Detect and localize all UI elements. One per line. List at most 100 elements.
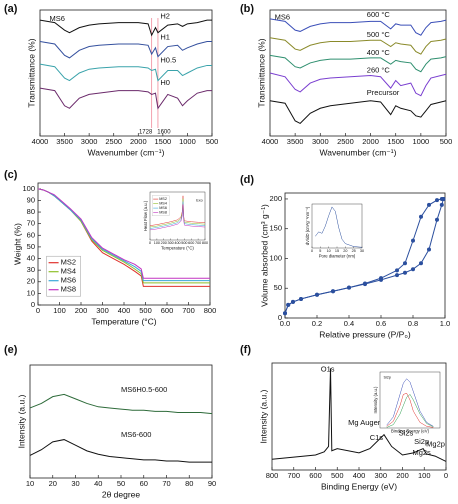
x-tick-label: 0.6 bbox=[376, 319, 386, 328]
x-tick-label: 200 bbox=[75, 306, 88, 315]
x-axis-title: Temperature (°C) bbox=[161, 246, 194, 251]
x-tick-label: 500 bbox=[440, 137, 453, 146]
x-tick-label: 2000 bbox=[362, 137, 379, 146]
x-tick-label: 30 bbox=[360, 249, 364, 253]
x-axis-title: Pore diameter (nm) bbox=[319, 254, 356, 259]
x-axis-title: Wavenumber (cm⁻¹) bbox=[320, 147, 397, 157]
x-tick-label: 300 bbox=[167, 241, 173, 245]
annotation: MS6 bbox=[49, 14, 64, 23]
series-line bbox=[386, 394, 434, 428]
x-tick-label: 100 bbox=[53, 306, 66, 315]
y-axis-title: Heat Flow (a.u.) bbox=[143, 200, 148, 231]
x-tick-label: 80 bbox=[185, 479, 193, 488]
data-point bbox=[403, 270, 407, 275]
y-axis-title: Transmittance (%) bbox=[256, 38, 266, 107]
series-label: H0 bbox=[160, 78, 170, 87]
series-line bbox=[37, 188, 210, 279]
data-point bbox=[419, 214, 423, 219]
data-point bbox=[439, 202, 444, 207]
data-point bbox=[419, 261, 423, 266]
series-label: H1 bbox=[160, 33, 170, 42]
x-tick-label: 1500 bbox=[387, 137, 404, 146]
legend-label: MS2 bbox=[61, 258, 76, 267]
x-tick-label: 800 bbox=[202, 241, 208, 245]
y-tick-label: 100 bbox=[269, 253, 282, 262]
y-axis-title: Intensity (a.u.) bbox=[373, 386, 378, 414]
x-tick-label: 30 bbox=[71, 479, 79, 488]
panel-label: (b) bbox=[240, 3, 254, 15]
y-tick-label: 20 bbox=[27, 277, 35, 286]
x-axis-title: Binding Energy (eV) bbox=[321, 481, 397, 491]
series-label: 600 °C bbox=[367, 10, 391, 19]
annotation: Mg2s bbox=[412, 448, 431, 457]
y-tick-label: 100 bbox=[22, 184, 35, 193]
annotation: Mg Auger bbox=[348, 418, 381, 427]
x-tick-label: 200 bbox=[396, 471, 409, 480]
x-tick-label: 0.0 bbox=[280, 319, 290, 328]
x-tick-label: 1000 bbox=[413, 137, 430, 146]
x-tick-label: 800 bbox=[204, 306, 217, 315]
y-tick-label: 200 bbox=[269, 194, 282, 203]
series-label: MS6-600 bbox=[121, 430, 151, 439]
series-line bbox=[39, 41, 212, 59]
x-tick-label: 800 bbox=[266, 471, 279, 480]
x-tick-label: 4000 bbox=[32, 137, 49, 146]
x-tick-label: 1500 bbox=[155, 137, 172, 146]
series-line bbox=[271, 368, 447, 462]
series-line bbox=[29, 393, 213, 415]
annotation: Si2s bbox=[399, 429, 414, 438]
data-point bbox=[411, 238, 415, 243]
x-tick-label: 0 bbox=[311, 249, 313, 253]
plot-frame bbox=[284, 192, 446, 319]
x-tick-label: 40 bbox=[94, 479, 102, 488]
series-label: 400 °C bbox=[367, 48, 391, 57]
x-tick-label: 25 bbox=[352, 249, 356, 253]
highlight-label: 1600 bbox=[157, 130, 171, 136]
y-axis-title: Volume absorbed (cm³ g⁻¹) bbox=[259, 204, 269, 307]
annotation: Si2p bbox=[383, 376, 391, 380]
x-tick-label: 4000 bbox=[262, 137, 279, 146]
series-label: H0.5 bbox=[160, 55, 176, 64]
plot-frame bbox=[311, 203, 363, 249]
plot-frame bbox=[29, 364, 213, 479]
data-point bbox=[427, 247, 431, 252]
series-label: Precursor bbox=[367, 88, 400, 97]
y-tick-label: 0 bbox=[31, 300, 35, 309]
legend-label: MS6 bbox=[61, 276, 76, 285]
y-axis-title: Weight (%) bbox=[12, 223, 22, 265]
x-axis-title: 2θ degree bbox=[102, 489, 141, 499]
data-point bbox=[291, 299, 295, 304]
data-point bbox=[286, 302, 291, 307]
x-tick-label: 500 bbox=[181, 241, 187, 245]
panel-label: (e) bbox=[4, 344, 18, 356]
legend-label: MS8 bbox=[159, 211, 167, 215]
data-point bbox=[435, 198, 439, 203]
y-tick-label: 40 bbox=[27, 254, 35, 263]
legend-label: MS8 bbox=[61, 285, 76, 294]
y-tick-label: 70 bbox=[27, 219, 35, 228]
series-line bbox=[37, 188, 210, 282]
data-point bbox=[435, 217, 439, 222]
y-tick-label: 0 bbox=[278, 313, 282, 322]
series-label: 260 °C bbox=[367, 65, 391, 74]
y-tick-label: 150 bbox=[269, 224, 282, 233]
data-point bbox=[395, 268, 399, 273]
y-axis-title: dV/dD (cm³g⁻¹nm⁻¹) bbox=[305, 206, 310, 245]
x-tick-label: 15 bbox=[335, 249, 339, 253]
x-tick-label: 600 bbox=[309, 471, 322, 480]
data-point bbox=[315, 292, 319, 297]
x-tick-label: 700 bbox=[195, 241, 201, 245]
x-tick-label: 20 bbox=[49, 479, 57, 488]
series-line bbox=[386, 378, 434, 427]
x-tick-label: 0.8 bbox=[408, 319, 418, 328]
y-axis-title: Intensity (a.u.) bbox=[16, 394, 26, 448]
x-tick-label: 0.4 bbox=[344, 319, 354, 328]
data-point bbox=[441, 196, 446, 201]
data-point bbox=[411, 267, 415, 272]
annotation: Exo bbox=[196, 199, 202, 203]
data-point bbox=[347, 285, 351, 290]
data-point bbox=[283, 311, 287, 316]
